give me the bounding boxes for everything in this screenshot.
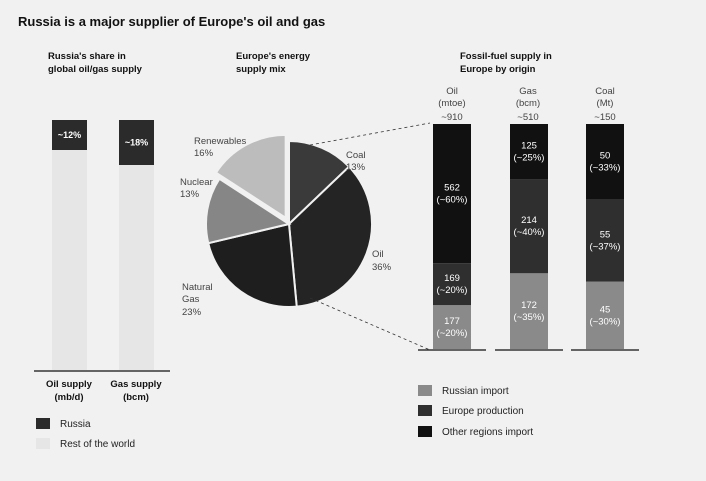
pie-value-coal: 13%: [346, 162, 366, 173]
legend-swatch-rest-of-world: [36, 438, 50, 449]
pie-title-line-1: Europe's energy: [236, 51, 311, 62]
data-label-russian-import-coal-share: (~30%): [590, 316, 621, 327]
bar-other-regions-import-coal: [586, 124, 624, 199]
gas-category-label: Gas: [519, 86, 537, 97]
pie-value-oil: 36%: [372, 262, 392, 273]
pie-slice-nuclear: [205, 177, 292, 245]
connector-bottom: [309, 297, 431, 351]
legend-swatch-europe-production: [418, 405, 432, 416]
data-label-other-regions-import-oil-share: (~60%): [437, 195, 468, 206]
pie-value-gas: 23%: [182, 307, 202, 318]
fossil-bars: 177(~20%)169(~20%)562(~60%)172(~35%)214(…: [418, 124, 639, 351]
pie-label-coal: Coal: [346, 150, 366, 161]
legend-label-europe-production: Europe production: [442, 406, 524, 417]
bar-other-regions-import-gas: [510, 124, 548, 180]
legend-swatch-other-regions-import: [418, 426, 432, 437]
data-label-russian-import-oil-value: 177: [444, 316, 460, 327]
pie-label-gas-line-1: Natural: [182, 282, 213, 293]
pie-label-renewables: Renewables: [194, 136, 247, 147]
legend-swatch-russia: [36, 418, 50, 429]
pie-slice-natural-gas: [207, 222, 298, 308]
data-label-other-regions-import-coal-share: (~33%): [590, 163, 621, 174]
fossil-title-line-1: Fossil-fuel supply in: [460, 51, 552, 62]
pie-slice-oil: [287, 165, 373, 308]
data-label-russia-oil-supply-mb-d: ~12%: [58, 130, 81, 140]
bar-russian-import-coal: [586, 281, 624, 349]
data-label-russian-import-oil-share: (~20%): [437, 328, 468, 339]
pie-slice-coal: [288, 139, 351, 227]
data-label-europe-production-gas-share: (~40%): [514, 227, 545, 238]
data-label-europe-production-gas-value: 214: [521, 215, 537, 226]
connector-top: [309, 122, 431, 146]
gas-total-label: ~510: [517, 112, 538, 123]
data-label-russian-import-coal-value: 45: [600, 304, 611, 315]
bar-rest-of-world-oil-supply-mb-d: [52, 150, 87, 370]
pie-value-nuclear: 13%: [180, 189, 200, 200]
bar-europe-production-coal: [586, 199, 624, 282]
oil-unit-label: (mtoe): [438, 98, 465, 109]
oil-category-label: Oil: [446, 86, 458, 97]
gas-unit-label: (bcm): [516, 98, 540, 109]
pie-title-line-2: supply mix: [236, 64, 286, 75]
bar-europe-production-oil: [433, 263, 471, 306]
pie-value-renewables: 16%: [194, 148, 214, 159]
data-label-other-regions-import-oil-value: 562: [444, 183, 460, 194]
data-label-europe-production-coal-share: (~37%): [590, 241, 621, 252]
data-label-other-regions-import-coal-value: 50: [600, 151, 611, 162]
bar-rest-of-world-gas-supply-bcm: [119, 165, 154, 370]
oil-supply-label-line-1: Oil supply: [46, 379, 93, 390]
bar-russia-oil-supply-mb-d: [52, 120, 87, 150]
legend-label-russian-import: Russian import: [442, 386, 509, 397]
page-title: Russia is a major supplier of Europe's o…: [18, 14, 325, 29]
data-label-europe-production-oil-share: (~20%): [437, 285, 468, 296]
data-label-other-regions-import-gas-value: 125: [521, 141, 537, 152]
data-label-russian-import-gas-value: 172: [521, 300, 537, 311]
bar-other-regions-import-oil: [433, 124, 471, 264]
coal-unit-label: (Mt): [597, 98, 614, 109]
pie-slices: [205, 133, 373, 308]
bar-russia-gas-supply-bcm: [119, 120, 154, 165]
bar-russian-import-gas: [510, 273, 548, 349]
data-label-russia-gas-supply-bcm: ~18%: [125, 138, 148, 148]
bar-europe-production-gas: [510, 179, 548, 274]
coal-category-label: Coal: [595, 86, 615, 97]
pie-label-nuclear: Nuclear: [180, 177, 213, 188]
pie-label-oil: Oil: [372, 249, 384, 260]
data-label-russian-import-gas-share: (~35%): [514, 312, 545, 323]
data-label-europe-production-oil-value: 169: [444, 273, 460, 284]
share-title-line-1: Russia's share in: [48, 51, 126, 62]
fossil-title-line-2: Europe by origin: [460, 64, 536, 75]
pie-slice-renewables: [214, 133, 287, 220]
bar-russian-import-oil: [433, 305, 471, 349]
legend-label-other-regions-import: Other regions import: [442, 427, 533, 438]
legend-swatch-russian-import: [418, 385, 432, 396]
legend-label-russia: Russia: [60, 419, 91, 430]
coal-total-label: ~150: [594, 112, 615, 123]
oil-total-label: ~910: [441, 112, 462, 123]
gas-supply-label-line-1: Gas supply: [110, 379, 162, 390]
data-label-europe-production-coal-value: 55: [600, 229, 611, 240]
oil-supply-label-line-2: (mb/d): [54, 392, 83, 403]
pie-label-gas-line-2: Gas: [182, 294, 200, 305]
share-bars: ~12% ~18%: [52, 120, 154, 370]
share-title-line-2: global oil/gas supply: [48, 64, 143, 75]
data-label-other-regions-import-gas-share: (~25%): [514, 153, 545, 164]
gas-supply-label-line-2: (bcm): [123, 392, 149, 403]
legend-label-rest-of-world: Rest of the world: [60, 439, 135, 450]
